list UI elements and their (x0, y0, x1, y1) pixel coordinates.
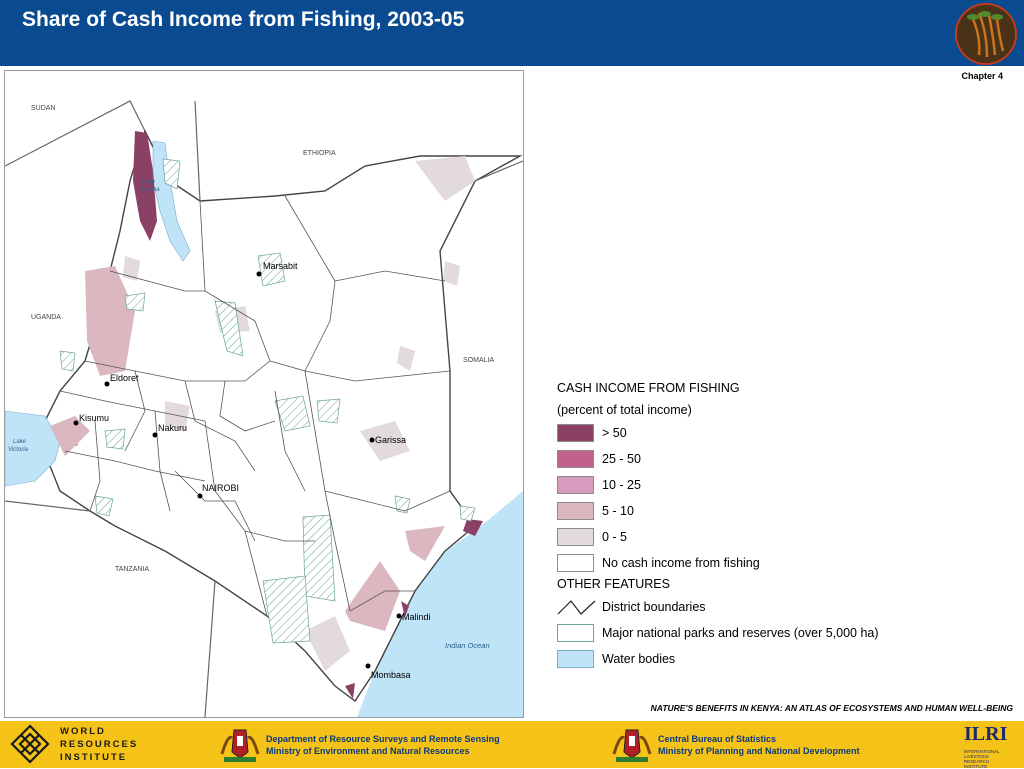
label-ethiopia: ETHIOPIA (303, 150, 336, 157)
ilri-name: ILRI (964, 723, 1008, 745)
wri-name: WORLD RESOURCES INSTITUTE (60, 725, 150, 764)
wri-logo-icon (10, 724, 50, 764)
dept-drsrs: Department of Resource Surveys and Remot… (266, 733, 500, 757)
kenya-coat-of-arms-icon (218, 724, 262, 764)
dept-line: Central Bureau of Statistics (658, 734, 777, 744)
map-svg: SUDAN ETHIOPIA UGANDA SOMALIA TANZANIA L… (5, 71, 523, 717)
label-lake-victoria-1: Lake (13, 439, 27, 445)
footer-bar: WORLD RESOURCES INSTITUTE Department of … (0, 721, 1024, 769)
label-eldoret: Eldoret (110, 373, 139, 383)
lake-victoria (5, 410, 61, 487)
label-nairobi: NAIROBI (202, 483, 239, 493)
legend-other-row: Major national parks and reserves (over … (557, 622, 977, 648)
legend-label: Water bodies (602, 652, 676, 666)
legend-class-row: 25 - 50 (557, 448, 977, 474)
legend-other-row: Water bodies (557, 648, 977, 674)
legend-label: > 50 (602, 426, 627, 440)
label-lake-turkana-1: Lake (142, 179, 156, 185)
legend-label: No cash income from fishing (602, 556, 760, 570)
ilri-line: INSTITUTE (964, 764, 988, 769)
ilri-logo: ILRI INTERNATIONAL LIVESTOCK RESEARCH IN… (962, 723, 1012, 769)
kenya-map: SUDAN ETHIOPIA UGANDA SOMALIA TANZANIA L… (4, 70, 524, 718)
chapter-label: Chapter 4 (961, 71, 1003, 81)
legend-other-row: District boundaries (557, 596, 977, 622)
label-marsabit: Marsabit (263, 261, 298, 271)
ilri-line: LIVESTOCK RESEARCH (964, 754, 990, 764)
label-uganda: UGANDA (31, 314, 61, 321)
legend-class-row: 5 - 10 (557, 500, 977, 526)
dept-line: Department of Resource Surveys and Remot… (266, 734, 500, 744)
legend-title: CASH INCOME FROM FISHING (557, 381, 740, 395)
district-boundary-icon (557, 598, 597, 618)
indian-ocean (357, 491, 523, 717)
legend-other-title: OTHER FEATURES (557, 577, 670, 591)
legend-label: Major national parks and reserves (over … (602, 626, 879, 640)
legend-swatch (557, 554, 594, 572)
map-legend: CASH INCOME FROM FISHING (percent of tot… (557, 378, 977, 674)
label-nakuru: Nakuru (158, 423, 187, 433)
legend-label: District boundaries (602, 600, 706, 614)
legend-label: 0 - 5 (602, 530, 628, 544)
legend-swatch (557, 650, 594, 668)
label-garissa: Garissa (375, 435, 406, 445)
label-malindi: Malindi (402, 612, 431, 622)
label-somalia: SOMALIA (463, 357, 494, 364)
legend-class-row: No cash income from fishing (557, 552, 977, 578)
label-tanzania: TANZANIA (115, 566, 149, 573)
header-bar: Share of Cash Income from Fishing, 2003-… (0, 0, 1024, 66)
label-lake-victoria-2: Victoria (8, 447, 29, 453)
dept-line: Ministry of Planning and National Develo… (658, 746, 860, 756)
wri-line: RESOURCES (60, 739, 139, 750)
ilri-fullname: INTERNATIONAL LIVESTOCK RESEARCH INSTITU… (964, 749, 1012, 769)
ilri-line: INTERNATIONAL (964, 749, 1000, 754)
label-lake-turkana-2: Turkana (138, 187, 160, 193)
legend-swatch (557, 476, 594, 494)
legend-swatch (557, 450, 594, 468)
legend-label: 5 - 10 (602, 504, 634, 518)
chapter-logo-icon (955, 3, 1017, 65)
legend-class-row: > 50 (557, 422, 977, 448)
legend-swatch (557, 502, 594, 520)
legend-class-row: 0 - 5 (557, 526, 977, 552)
legend-label: 25 - 50 (602, 452, 641, 466)
label-sudan: SUDAN (31, 105, 56, 112)
label-mombasa: Mombasa (371, 670, 411, 680)
legend-swatch (557, 528, 594, 546)
kenya-coat-of-arms-icon (610, 724, 654, 764)
legend-class-row: 10 - 25 (557, 474, 977, 500)
legend-label: 10 - 25 (602, 478, 641, 492)
legend-swatch (557, 424, 594, 442)
page-title: Share of Cash Income from Fishing, 2003-… (22, 8, 465, 31)
atlas-title: NATURE'S BENEFITS IN KENYA: AN ATLAS OF … (650, 703, 1013, 713)
wri-line: WORLD (60, 726, 106, 737)
wri-line: INSTITUTE (60, 752, 128, 763)
legend-subtitle: (percent of total income) (557, 403, 692, 417)
dept-cbs: Central Bureau of Statistics Ministry of… (658, 733, 860, 757)
dept-line: Ministry of Environment and Natural Reso… (266, 746, 470, 756)
label-kisumu: Kisumu (79, 413, 109, 423)
label-indian-ocean: Indian Ocean (445, 641, 490, 650)
legend-swatch (557, 624, 594, 642)
